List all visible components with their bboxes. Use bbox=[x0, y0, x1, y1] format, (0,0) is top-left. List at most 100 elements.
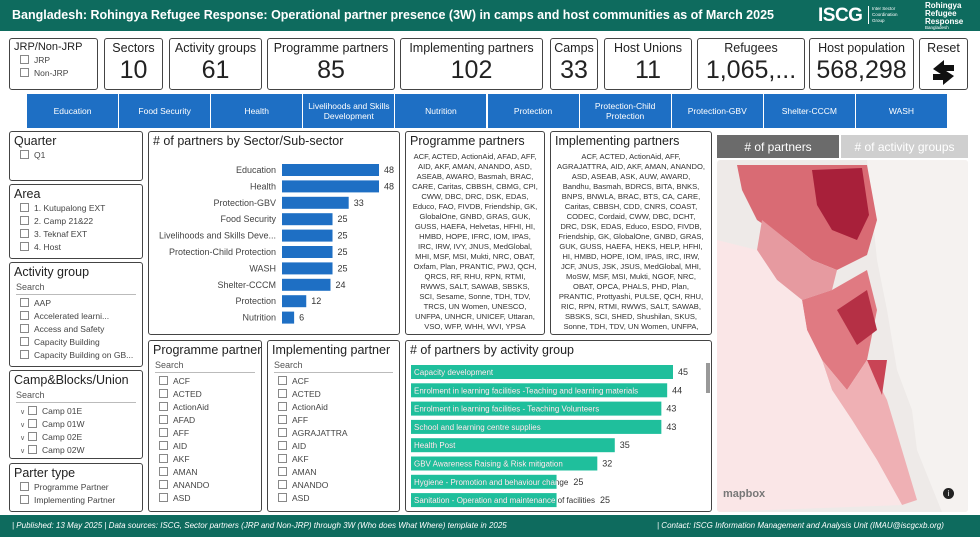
slicer-item[interactable]: AID bbox=[268, 440, 399, 453]
sector-button[interactable]: Education bbox=[27, 94, 120, 128]
chart-title: # of partners by activity group bbox=[410, 343, 574, 357]
slicer-item[interactable]: ACF bbox=[268, 375, 399, 388]
sector-button[interactable]: Protection-GBV bbox=[671, 94, 764, 128]
slicer: Quarter Q1 bbox=[9, 131, 143, 181]
search-box[interactable]: Search bbox=[274, 359, 393, 373]
slicer-item[interactable]: ∨ Camp 02W bbox=[10, 444, 142, 457]
checkbox bbox=[278, 389, 287, 398]
slicer-item[interactable]: ASD bbox=[149, 492, 261, 505]
slicer-item[interactable]: ACF bbox=[149, 375, 261, 388]
slicer-item[interactable]: Programme Partner bbox=[10, 481, 142, 494]
checkbox bbox=[20, 229, 29, 238]
map-toggle[interactable]: # of partners bbox=[717, 135, 839, 158]
kpi-value: 1,065,... bbox=[705, 56, 797, 84]
slicer-item[interactable]: JRP bbox=[10, 54, 97, 67]
category-label: GBV Awareness Raising & Risk mitigation bbox=[414, 460, 563, 469]
slicer-item[interactable]: Capacity Building on GB... bbox=[10, 349, 142, 362]
slicer-item[interactable]: Implementing Partner bbox=[10, 494, 142, 507]
slicer-item[interactable]: 1. Kutupalong EXT bbox=[10, 202, 142, 215]
slicer-item[interactable]: AFF bbox=[268, 414, 399, 427]
scrollbar[interactable] bbox=[706, 363, 710, 393]
slicer-item[interactable]: 3. Teknaf EXT bbox=[10, 228, 142, 241]
slicer-item[interactable]: AKF bbox=[268, 453, 399, 466]
slicer-item[interactable]: ASD bbox=[268, 492, 399, 505]
kpi-label: Host Unions bbox=[613, 41, 683, 55]
slicer-item[interactable]: AKF bbox=[149, 453, 261, 466]
value-label: 25 bbox=[600, 495, 610, 505]
sector-chart-panel: # of partners by Sector/Sub-sector Educa… bbox=[148, 131, 400, 335]
slicer-item[interactable]: ACTED bbox=[268, 388, 399, 401]
bar bbox=[411, 456, 598, 471]
sector-button[interactable]: Nutrition bbox=[395, 94, 488, 128]
checkbox bbox=[20, 324, 29, 333]
reset-button[interactable]: Reset bbox=[919, 38, 968, 90]
value-label: 43 bbox=[666, 422, 676, 432]
slicer-item[interactable]: Access and Safety bbox=[10, 323, 142, 336]
slicer-item[interactable]: AGRAJATTRA bbox=[268, 427, 399, 440]
search-box[interactable]: Search bbox=[16, 281, 136, 295]
sector-button[interactable]: WASH bbox=[855, 94, 948, 128]
slicer-item[interactable]: Accelerated learni... bbox=[10, 310, 142, 323]
slicer-item[interactable]: AFAD bbox=[149, 414, 261, 427]
sector-button[interactable]: Protection-Child Protection bbox=[579, 94, 672, 128]
slicer-item[interactable]: Non-JRP bbox=[10, 67, 97, 80]
slicer: Activity group Search AAP Accelerated learn… bbox=[9, 262, 143, 367]
checkbox bbox=[278, 467, 287, 476]
kpi-label: Refugees bbox=[724, 41, 778, 55]
checkbox bbox=[20, 216, 29, 225]
category-label-inside: Enrolment in learning facilities - Teach… bbox=[414, 405, 599, 414]
category-label: Hygiene - Promotion and behaviour change bbox=[414, 478, 569, 487]
sector-button[interactable]: Food Security bbox=[119, 94, 212, 128]
slicer-item[interactable]: AMAN bbox=[149, 466, 261, 479]
category-label: Education bbox=[236, 165, 276, 175]
slicer-item[interactable]: ANANDO bbox=[268, 479, 399, 492]
bar bbox=[411, 419, 662, 434]
slicer-title: Quarter bbox=[14, 134, 57, 148]
item-label: Camp 02W bbox=[42, 445, 85, 455]
checkbox bbox=[20, 311, 29, 320]
kpi-card: Programme partners 85 bbox=[267, 38, 395, 90]
checkbox bbox=[159, 441, 168, 450]
slicer-item[interactable]: 2. Camp 21&22 bbox=[10, 215, 142, 228]
slicer-item[interactable]: ∨ Camp 02E bbox=[10, 431, 142, 444]
sector-button[interactable]: Livelihoods and Skills Development bbox=[303, 94, 396, 128]
category-label: Health bbox=[250, 181, 276, 191]
slicer-item[interactable]: Q1 bbox=[10, 149, 142, 162]
sector-button[interactable]: Protection bbox=[487, 94, 580, 128]
map: mapbox i bbox=[717, 160, 968, 512]
item-label: ACF bbox=[292, 376, 309, 386]
item-label: AID bbox=[292, 441, 307, 451]
slicer-item[interactable]: AAP bbox=[10, 297, 142, 310]
search-box[interactable]: Search bbox=[16, 389, 136, 403]
checkbox bbox=[20, 298, 29, 307]
slicer-item[interactable]: ∨ Camp 01E bbox=[10, 405, 142, 418]
kpi-label: Implementing partners bbox=[409, 41, 534, 55]
slicer-item[interactable]: ANANDO bbox=[149, 479, 261, 492]
slicer-item[interactable]: ActionAid bbox=[149, 401, 261, 414]
sector-button[interactable]: Shelter-CCCM bbox=[763, 94, 856, 128]
item-label: ANANDO bbox=[173, 480, 210, 490]
value-label: 12 bbox=[311, 296, 321, 306]
slicer-item[interactable]: AID bbox=[149, 440, 261, 453]
value-label: 25 bbox=[573, 477, 583, 487]
kpi-value: 11 bbox=[635, 56, 661, 84]
slicer-item[interactable]: ActionAid bbox=[268, 401, 399, 414]
slicer-item[interactable]: ACTED bbox=[149, 388, 261, 401]
item-label: ACF bbox=[173, 376, 190, 386]
slicer-item[interactable]: 4. Host bbox=[10, 241, 142, 254]
slicer-item[interactable]: AFF bbox=[149, 427, 261, 440]
item-label: AFF bbox=[292, 415, 309, 425]
sector-button[interactable]: Health bbox=[211, 94, 304, 128]
category-label: Sanitation - Operation and maintenance o… bbox=[414, 496, 595, 505]
search-box[interactable]: Search bbox=[155, 359, 255, 373]
slicer-item[interactable]: Capacity Building bbox=[10, 336, 142, 349]
checkbox bbox=[20, 337, 29, 346]
slicer-item[interactable]: ∨ Camp 01W bbox=[10, 418, 142, 431]
slicer-item[interactable]: AMAN bbox=[268, 466, 399, 479]
map-canvas bbox=[717, 160, 968, 512]
map-toggle[interactable]: # of activity groups bbox=[841, 135, 968, 158]
checkbox bbox=[278, 454, 287, 463]
info-icon[interactable]: i bbox=[943, 488, 954, 499]
partner-list: Programme partners ACF, ACTED, ActionAid,… bbox=[405, 131, 545, 335]
item-label: AID bbox=[173, 441, 188, 451]
